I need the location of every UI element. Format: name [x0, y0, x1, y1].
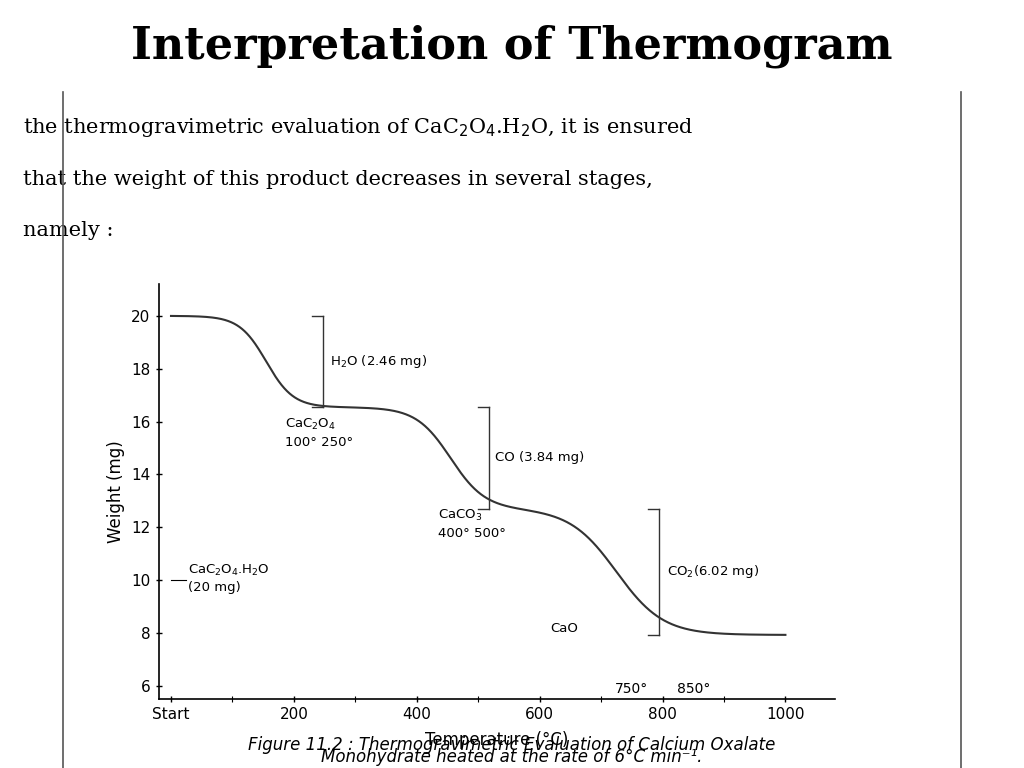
Text: namely :: namely : [23, 221, 113, 240]
Text: CO$_2$(6.02 mg): CO$_2$(6.02 mg) [668, 563, 760, 581]
Text: Interpretation of Thermogram: Interpretation of Thermogram [131, 25, 893, 68]
Text: CaCO$_3$: CaCO$_3$ [438, 508, 482, 523]
Text: CaO: CaO [551, 622, 579, 635]
Text: that the weight of this product decreases in several stages,: that the weight of this product decrease… [23, 170, 652, 189]
Text: Monohydrate heated at the rate of 6°C min⁻¹.: Monohydrate heated at the rate of 6°C mi… [322, 749, 702, 766]
Text: CaC$_2$O$_4$.H$_2$O: CaC$_2$O$_4$.H$_2$O [188, 563, 269, 578]
Text: (20 mg): (20 mg) [188, 581, 241, 594]
Text: Figure 11.2 : Thermogravimetric Evaluation of Calcium Oxalate: Figure 11.2 : Thermogravimetric Evaluati… [248, 737, 776, 754]
Y-axis label: Weight (mg): Weight (mg) [108, 440, 126, 543]
X-axis label: Temperature (°C): Temperature (°C) [425, 730, 568, 749]
Text: CaC$_2$O$_4$: CaC$_2$O$_4$ [285, 416, 336, 432]
Text: 400° 500°: 400° 500° [438, 528, 506, 540]
Text: H$_2$O (2.46 mg): H$_2$O (2.46 mg) [330, 353, 427, 370]
Text: 850°: 850° [677, 682, 710, 696]
Text: CO (3.84 mg): CO (3.84 mg) [496, 452, 585, 465]
Text: 100° 250°: 100° 250° [285, 436, 353, 449]
Text: the thermogravimetric evaluation of CaC$_2$O$_4$.H$_2$O, it is ensured: the thermogravimetric evaluation of CaC$… [23, 116, 692, 139]
Text: 750°: 750° [615, 682, 648, 696]
